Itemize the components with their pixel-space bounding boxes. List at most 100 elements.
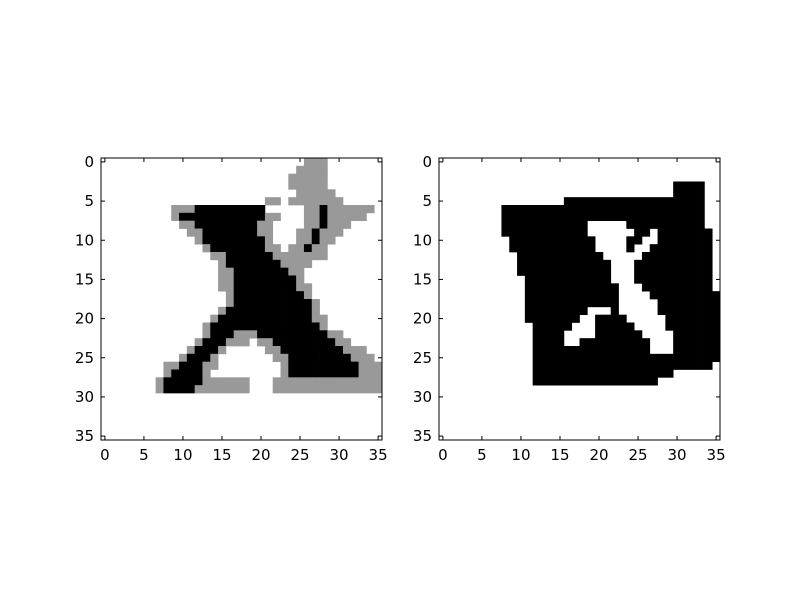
heatmap-cell xyxy=(580,260,588,268)
heatmap-cell xyxy=(580,197,588,205)
heatmap-cell xyxy=(712,330,720,338)
heatmap-cell xyxy=(611,213,619,221)
heatmap-cell xyxy=(564,197,572,205)
heatmap-cell xyxy=(587,283,595,291)
heatmap-cell xyxy=(288,276,296,284)
heatmap-cell xyxy=(704,291,712,299)
heatmap-cell xyxy=(540,229,548,237)
heatmap-cell xyxy=(697,276,705,284)
heatmap-cell xyxy=(525,252,533,260)
heatmap-cell xyxy=(619,205,627,213)
heatmap-cell xyxy=(210,323,218,331)
heatmap-cell xyxy=(548,229,556,237)
heatmap-cell xyxy=(665,260,673,268)
heatmap-cell xyxy=(572,377,580,385)
heatmap-cell xyxy=(320,370,328,378)
x-tick-label: 10 xyxy=(511,446,530,464)
heatmap-cell xyxy=(320,189,328,197)
heatmap-cell xyxy=(587,276,595,284)
heatmap-cell xyxy=(249,221,257,229)
y-tick-label: 10 xyxy=(75,231,94,249)
heatmap-cell xyxy=(234,260,242,268)
heatmap-cell xyxy=(626,377,634,385)
heatmap-cell xyxy=(556,323,564,331)
y-tick-label: 30 xyxy=(413,388,432,406)
y-tick-label: 0 xyxy=(84,153,94,171)
heatmap-cell xyxy=(304,330,312,338)
heatmap-cell xyxy=(603,299,611,307)
heatmap-cell xyxy=(642,370,650,378)
heatmap-cell xyxy=(366,385,374,393)
heatmap-cell xyxy=(218,252,226,260)
heatmap-cell xyxy=(525,236,533,244)
heatmap-cell xyxy=(658,205,666,213)
heatmap-cell xyxy=(296,338,304,346)
heatmap-cell xyxy=(304,315,312,323)
heatmap-cell xyxy=(540,330,548,338)
heatmap-cell xyxy=(533,299,541,307)
heatmap-cell xyxy=(296,189,304,197)
heatmap-cell xyxy=(673,252,681,260)
heatmap-cell xyxy=(603,260,611,268)
heatmap-cell xyxy=(210,229,218,237)
heatmap-cell xyxy=(556,229,564,237)
heatmap-cell xyxy=(673,283,681,291)
heatmap-cell xyxy=(335,197,343,205)
heatmap-cell xyxy=(327,236,335,244)
heatmap-cell xyxy=(697,205,705,213)
heatmap-cell xyxy=(580,268,588,276)
heatmap-cell xyxy=(288,182,296,190)
heatmap-cell xyxy=(265,236,273,244)
heatmap-cell xyxy=(681,276,689,284)
heatmap-cell xyxy=(665,307,673,315)
heatmap-cell xyxy=(704,252,712,260)
heatmap-cell xyxy=(509,213,517,221)
heatmap-cell xyxy=(335,205,343,213)
heatmap-cell xyxy=(595,276,603,284)
heatmap-cell xyxy=(265,283,273,291)
heatmap-cell xyxy=(343,354,351,362)
heatmap-cell xyxy=(327,346,335,354)
heatmap-cell xyxy=(689,244,697,252)
heatmap-cell xyxy=(327,189,335,197)
heatmap-cell xyxy=(525,307,533,315)
heatmap-cell xyxy=(673,213,681,221)
heatmap-cell xyxy=(288,260,296,268)
heatmap-cell xyxy=(572,299,580,307)
heatmap-cell xyxy=(226,330,234,338)
heatmap-cell xyxy=(249,276,257,284)
heatmap-cell xyxy=(281,354,289,362)
heatmap-cell xyxy=(210,377,218,385)
heatmap-cell xyxy=(642,276,650,284)
heatmap-cell xyxy=(265,299,273,307)
heatmap-cell xyxy=(595,213,603,221)
heatmap-cell xyxy=(249,244,257,252)
heatmap-cell xyxy=(580,252,588,260)
x-tick-label: 30 xyxy=(668,446,687,464)
heatmap-cell xyxy=(595,323,603,331)
heatmap-cell xyxy=(171,362,179,370)
heatmap-cell xyxy=(697,268,705,276)
heatmap-cell xyxy=(366,354,374,362)
heatmap-cell xyxy=(249,252,257,260)
y-tick-label: 10 xyxy=(413,231,432,249)
heatmap-cell xyxy=(273,323,281,331)
heatmap-cell xyxy=(556,283,564,291)
heatmap-cell xyxy=(226,229,234,237)
heatmap-cell xyxy=(634,338,642,346)
heatmap-cell xyxy=(179,362,187,370)
heatmap-cell xyxy=(704,346,712,354)
heatmap-cell xyxy=(296,229,304,237)
heatmap-cell xyxy=(556,346,564,354)
heatmap-cell xyxy=(218,330,226,338)
heatmap-cell xyxy=(595,197,603,205)
heatmap-cell xyxy=(359,377,367,385)
heatmap-cell xyxy=(265,260,273,268)
heatmap-cell xyxy=(265,221,273,229)
heatmap-cell xyxy=(312,244,320,252)
heatmap-cell xyxy=(580,299,588,307)
heatmap-cell xyxy=(187,354,195,362)
heatmap-cell xyxy=(343,346,351,354)
heatmap-cell xyxy=(634,370,642,378)
heatmap-cell xyxy=(163,370,171,378)
